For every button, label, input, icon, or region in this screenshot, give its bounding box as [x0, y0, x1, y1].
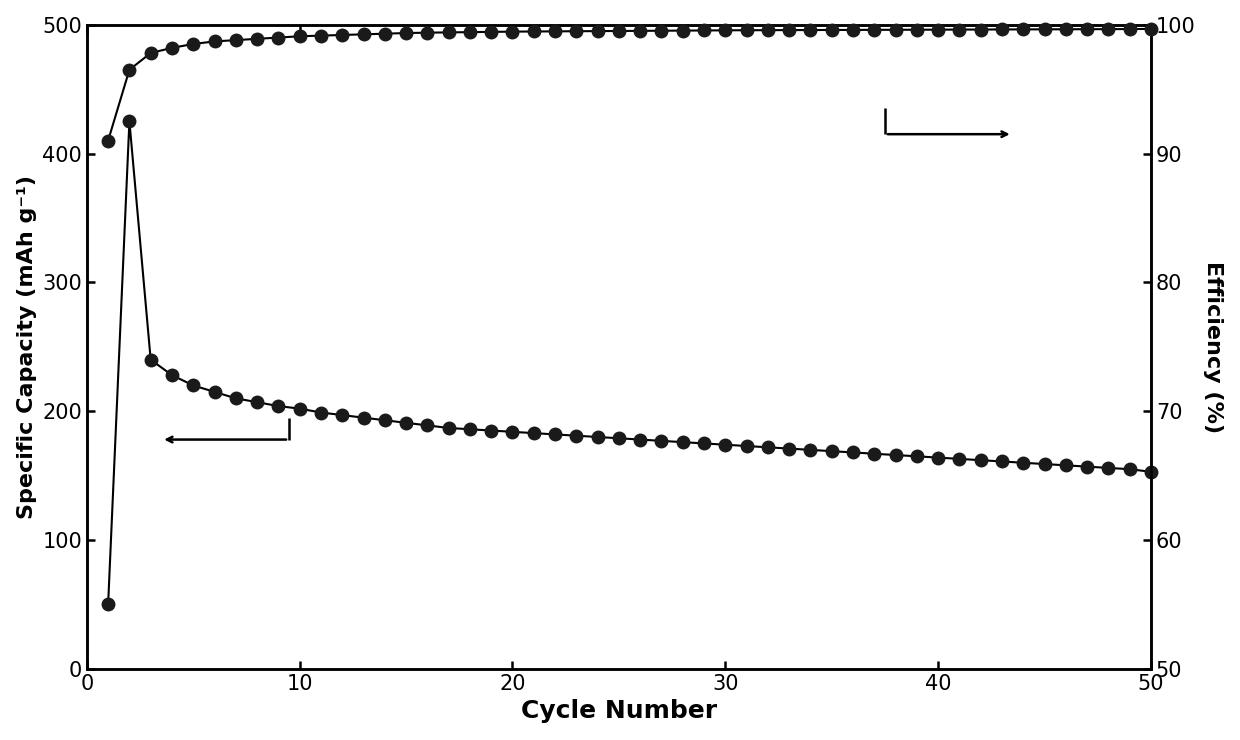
Y-axis label: Efficiency (%): Efficiency (%) — [1203, 260, 1224, 433]
Y-axis label: Specific Capacity (mAh g⁻¹): Specific Capacity (mAh g⁻¹) — [16, 175, 37, 519]
X-axis label: Cycle Number: Cycle Number — [521, 699, 717, 723]
